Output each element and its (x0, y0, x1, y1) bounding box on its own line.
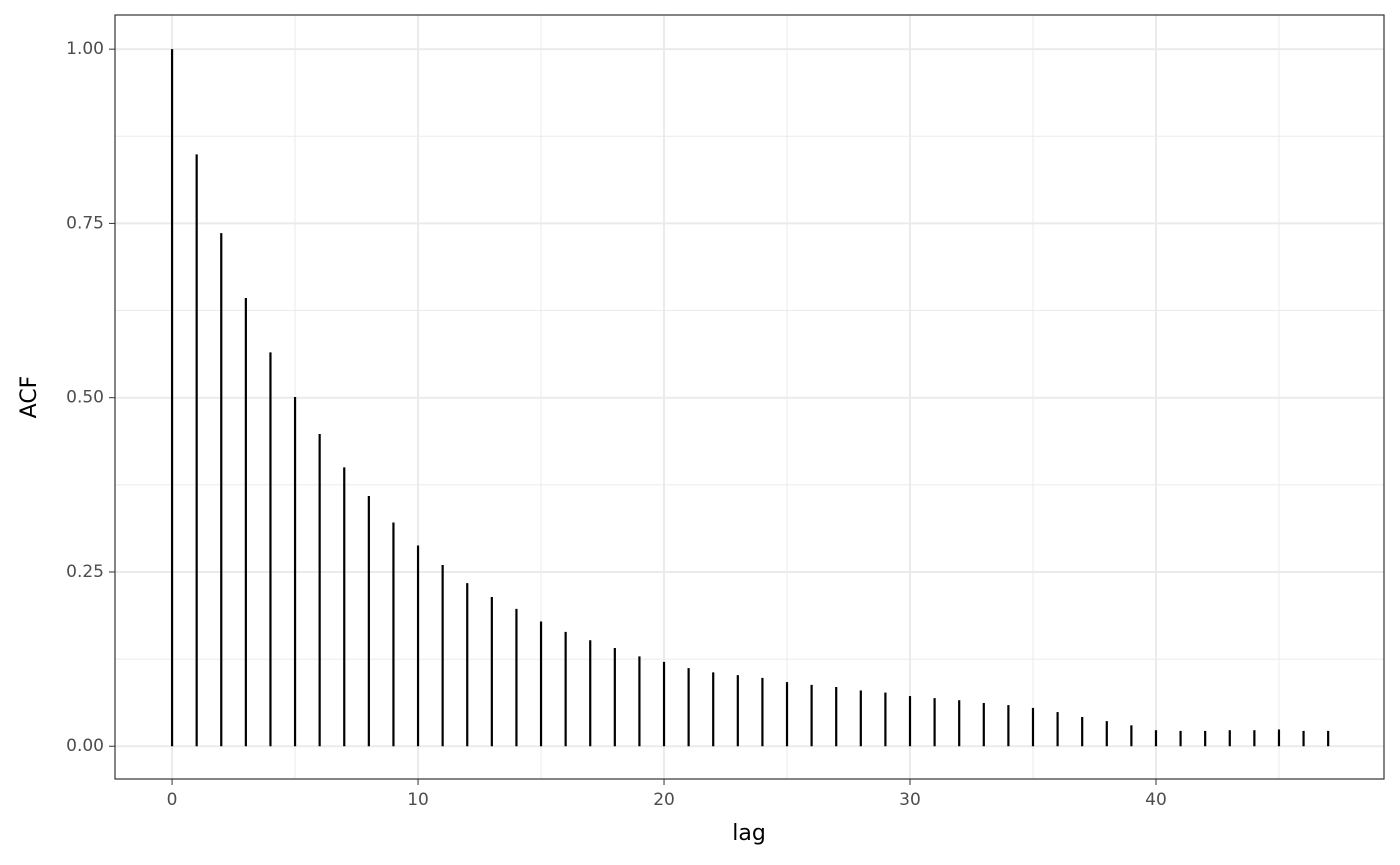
x-tick-label: 20 (653, 790, 675, 810)
x-tick-label: 10 (407, 790, 429, 810)
y-tick-label: 0.25 (66, 562, 104, 582)
x-tick-label: 30 (899, 790, 921, 810)
x-tick-label: 40 (1145, 790, 1167, 810)
y-tick-label: 1.00 (66, 39, 104, 59)
y-tick-label: 0.00 (66, 736, 104, 756)
y-tick-label: 0.50 (66, 388, 104, 408)
y-tick-label: 0.75 (66, 213, 104, 233)
x-tick-label: 0 (167, 790, 178, 810)
y-axis-title: ACF (17, 376, 42, 419)
panel-border (114, 14, 1385, 780)
x-axis-title: lag (732, 821, 766, 846)
